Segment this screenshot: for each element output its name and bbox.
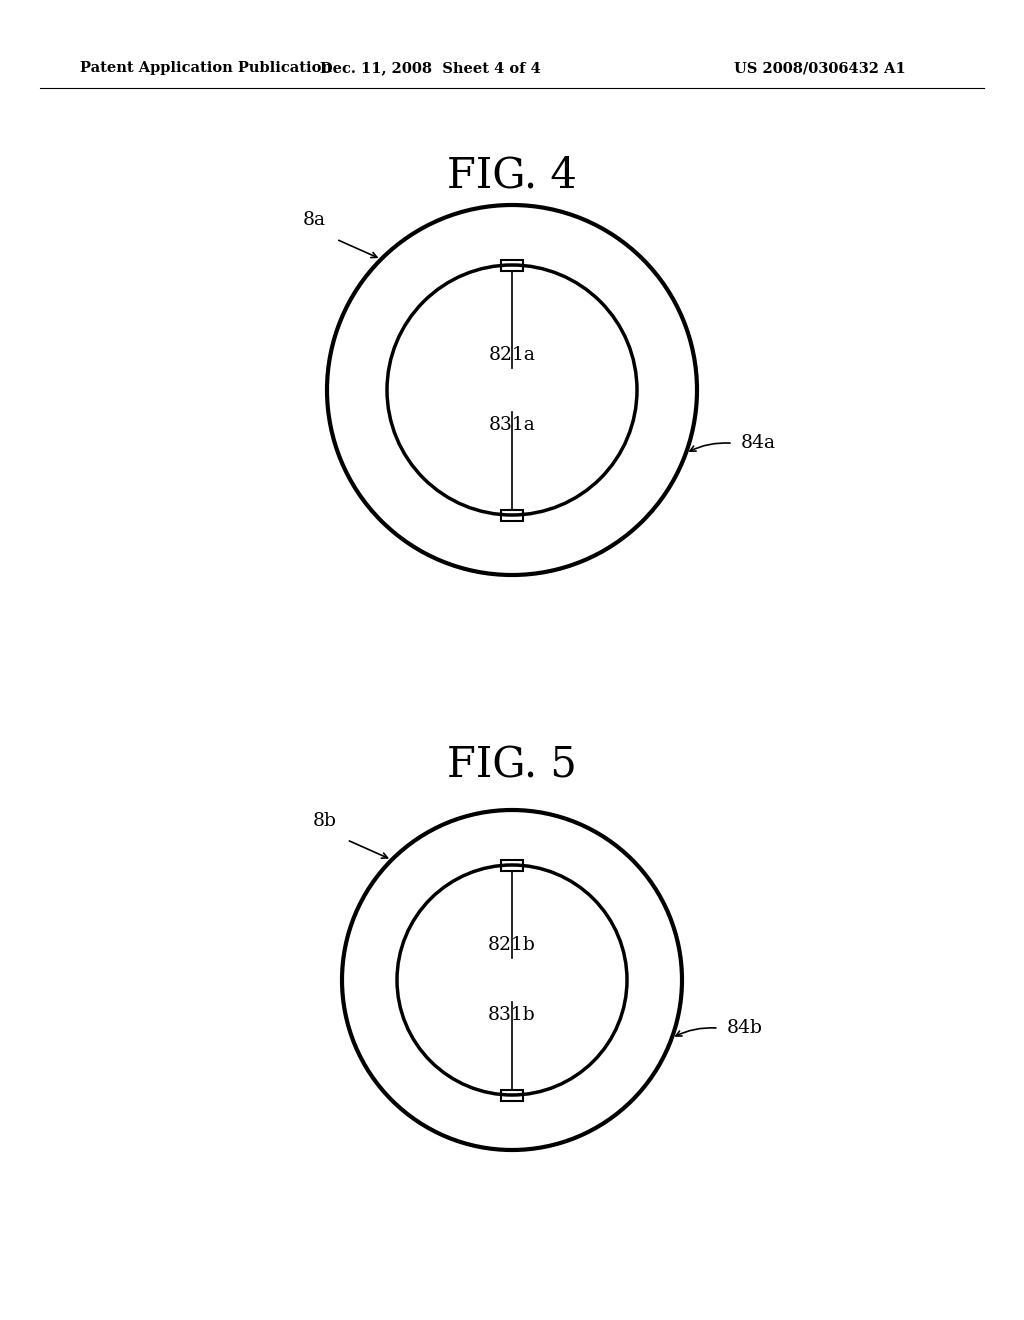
Bar xyxy=(501,1089,523,1101)
Text: 831b: 831b xyxy=(488,1006,536,1024)
Text: US 2008/0306432 A1: US 2008/0306432 A1 xyxy=(734,61,906,75)
Text: FIG. 5: FIG. 5 xyxy=(447,744,577,785)
Text: Patent Application Publication: Patent Application Publication xyxy=(80,61,332,75)
Text: 821b: 821b xyxy=(488,936,536,954)
Bar xyxy=(501,510,523,520)
Text: Dec. 11, 2008  Sheet 4 of 4: Dec. 11, 2008 Sheet 4 of 4 xyxy=(319,61,541,75)
Text: 8a: 8a xyxy=(303,211,327,230)
Text: 84a: 84a xyxy=(740,434,776,453)
Bar xyxy=(501,859,523,870)
Text: 8b: 8b xyxy=(312,812,337,830)
Text: FIG. 4: FIG. 4 xyxy=(447,154,577,195)
Text: 831a: 831a xyxy=(488,416,536,434)
Text: 84b: 84b xyxy=(727,1019,763,1038)
Bar xyxy=(501,260,523,271)
Text: 821a: 821a xyxy=(488,346,536,364)
